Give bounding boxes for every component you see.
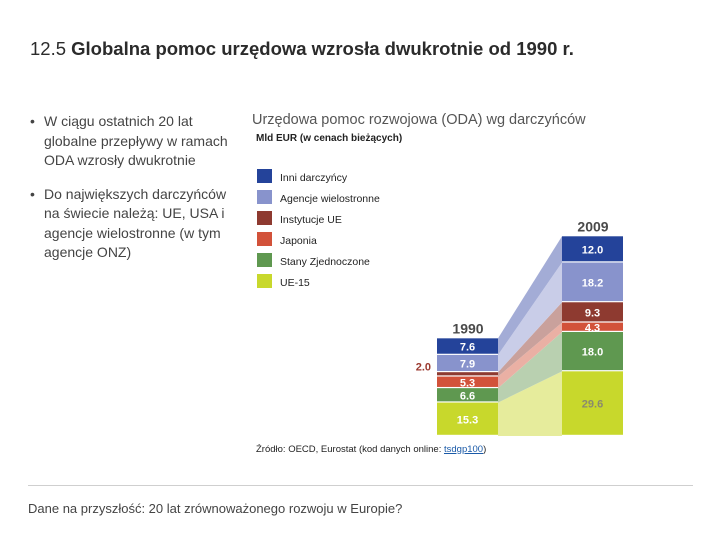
source-link[interactable]: tsdgp100 (443, 444, 484, 455)
category-label: 1990 (452, 320, 483, 336)
data-label: 5.3 (460, 377, 475, 389)
bar-segment (562, 331, 623, 371)
slide-title: 12.5 Globalna pomoc urzędowa wzrosła dwu… (30, 38, 700, 60)
bar-segment (562, 262, 623, 302)
data-label: 18.2 (582, 277, 603, 289)
legend-label: Instytucje UE (280, 214, 342, 226)
data-label: 9.3 (585, 307, 600, 319)
bullet-text: Do największych darczyńców na świecie na… (44, 185, 227, 261)
data-label: 6.6 (460, 390, 475, 402)
legend-label: UE-15 (280, 277, 310, 289)
bar-segment (562, 371, 623, 435)
band-agencje-wielostronne (498, 262, 562, 373)
slide-title-number: 12.5 (30, 38, 67, 59)
bullet-item: • W ciągu ostatnich 20 lat globalne prze… (28, 112, 240, 171)
bar-segment (437, 376, 498, 387)
legend-label: Japonia (280, 235, 317, 247)
footer-text: Dane na przyszłość: 20 lat zrównoważoneg… (28, 501, 403, 516)
bar-segment (437, 402, 498, 435)
legend-label: Stany Zjednoczone (280, 256, 370, 268)
data-label: 7.9 (460, 359, 475, 371)
category-label: 2009 (577, 218, 608, 234)
bullet-item: • Do największych darczyńców na świecie … (28, 185, 240, 263)
legend-swatch (257, 253, 272, 267)
band-japonia (498, 322, 562, 389)
data-label: 12.0 (582, 244, 603, 256)
data-label: 4.3 (585, 322, 600, 334)
legend-swatch (257, 169, 272, 183)
data-label: 18.0 (582, 347, 603, 359)
footer-divider (28, 485, 693, 486)
data-label: 2.0 (416, 361, 431, 373)
bullet-marker: • (30, 113, 35, 129)
band-instytucje-ue (498, 302, 562, 377)
bar-segment (562, 322, 623, 331)
data-label: 7.6 (460, 342, 475, 354)
bar-segment (562, 302, 623, 322)
source-prefix: Źródło: OECD, Eurostat (kod danych onlin… (256, 444, 444, 455)
chart-title: Urzędowa pomoc rozwojowa (ODA) wg darczy… (252, 112, 586, 128)
bullet-marker: • (30, 185, 35, 202)
bullet-list: • W ciągu ostatnich 20 lat globalne prze… (28, 112, 240, 277)
legend-swatch (257, 211, 272, 225)
data-label: 29.6 (582, 399, 603, 411)
bar-segment (562, 236, 623, 262)
source-suffix: ) (483, 444, 487, 455)
legend-swatch (257, 190, 272, 204)
band-ue-15 (498, 371, 562, 436)
legend-swatch (257, 274, 272, 288)
band-inni-darczyńcy (498, 236, 562, 355)
legend-label: Agencje wielostronne (280, 193, 380, 205)
chart-subtitle: Mld EUR (w cenach bieżących) (256, 133, 403, 144)
bar-segment (437, 388, 498, 402)
bullet-text: W ciągu ostatnich 20 lat globalne przepł… (44, 113, 228, 168)
bar-segment (437, 338, 498, 354)
legend-label: Inni darczyńcy (280, 172, 348, 184)
bar-segment (437, 372, 498, 376)
source-note: Źródło: OECD, Eurostat (kod danych onlin… (256, 444, 486, 455)
slide-title-text: Globalna pomoc urzędowa wzrosła dwukrotn… (71, 38, 574, 59)
legend-swatch (257, 232, 272, 246)
band-stany-zjednoczone (498, 331, 562, 403)
bar-segment (437, 354, 498, 371)
data-label: 15.3 (457, 414, 478, 426)
